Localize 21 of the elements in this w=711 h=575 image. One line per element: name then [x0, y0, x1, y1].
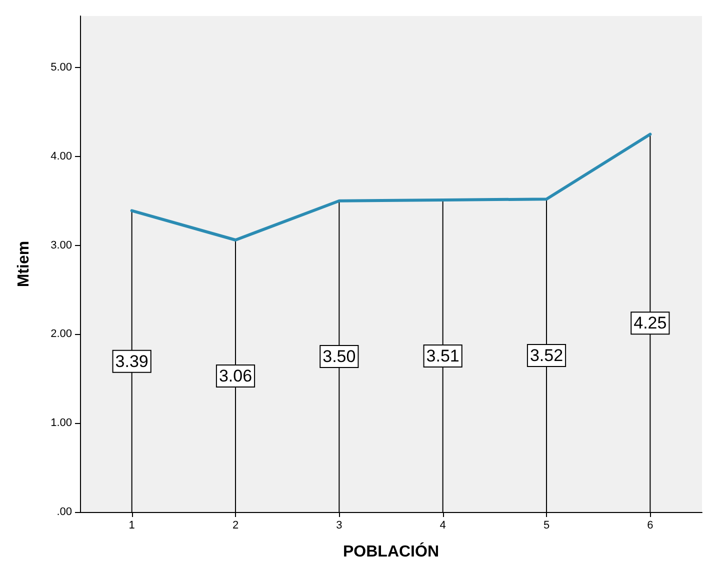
- y-tick-label: 2.00: [50, 328, 72, 340]
- y-tick-label: 5.00: [50, 62, 72, 74]
- y-tick-label: 3.00: [50, 239, 72, 252]
- x-tick-label: 4: [440, 520, 446, 532]
- y-tick-label: 1.00: [50, 417, 72, 430]
- y-tick-label: .00: [56, 506, 72, 518]
- data-label: 3.50: [322, 346, 356, 366]
- x-tick-label: 1: [128, 520, 135, 532]
- data-label: 3.39: [115, 352, 148, 371]
- y-axis-title: Mtiem: [16, 240, 32, 288]
- x-tick-label: 5: [543, 520, 550, 532]
- data-label: 3.51: [426, 346, 460, 366]
- data-label: 3.52: [530, 346, 564, 366]
- x-tick-label: 3: [336, 520, 342, 532]
- x-tick-label: 6: [647, 520, 654, 532]
- x-tick-label: 2: [232, 520, 239, 532]
- x-axis-title: POBLACIÓN: [343, 542, 439, 560]
- data-label: 3.06: [218, 366, 252, 386]
- y-tick-label: 4.00: [50, 150, 72, 162]
- line-series: [130, 132, 652, 242]
- data-label: 4.25: [634, 314, 667, 333]
